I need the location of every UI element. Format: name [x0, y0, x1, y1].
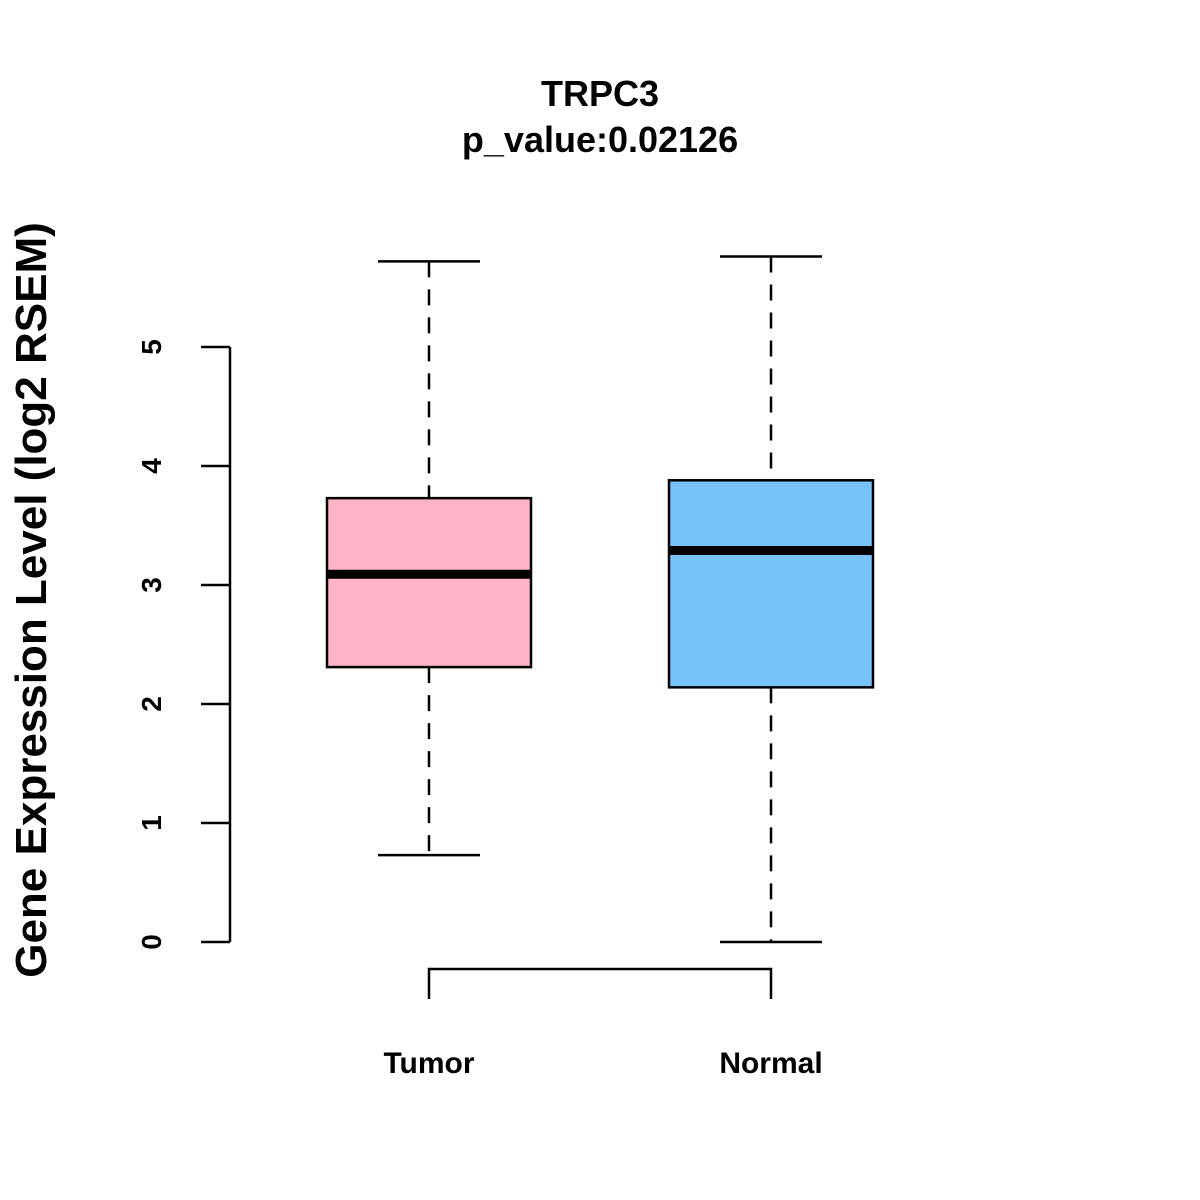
tumor-box	[325, 496, 533, 669]
chart-subtitle: p_value:0.02126	[462, 119, 738, 160]
y-tick-label-2: 2	[136, 696, 167, 712]
y-axis-label: Gene Expression Level (log2 RSEM)	[7, 222, 56, 978]
y-tick-label-3: 3	[136, 577, 167, 593]
y-tick-label-5: 5	[136, 339, 167, 355]
chart-title: TRPC3	[541, 73, 659, 114]
y-tick-label-0: 0	[136, 934, 167, 950]
x-label-normal: Normal	[719, 1047, 822, 1080]
normal-box	[667, 479, 875, 689]
y-axis: 0 1 2 3 4 5	[136, 339, 232, 950]
bracket-line	[427, 967, 773, 999]
x-axis-labels: Tumor Normal	[383, 1047, 822, 1080]
x-label-tumor: Tumor	[383, 1047, 474, 1080]
y-tick-label-4: 4	[136, 458, 167, 474]
y-tick-label-1: 1	[136, 815, 167, 831]
boxes	[325, 255, 875, 944]
comparison-bracket	[427, 967, 773, 999]
